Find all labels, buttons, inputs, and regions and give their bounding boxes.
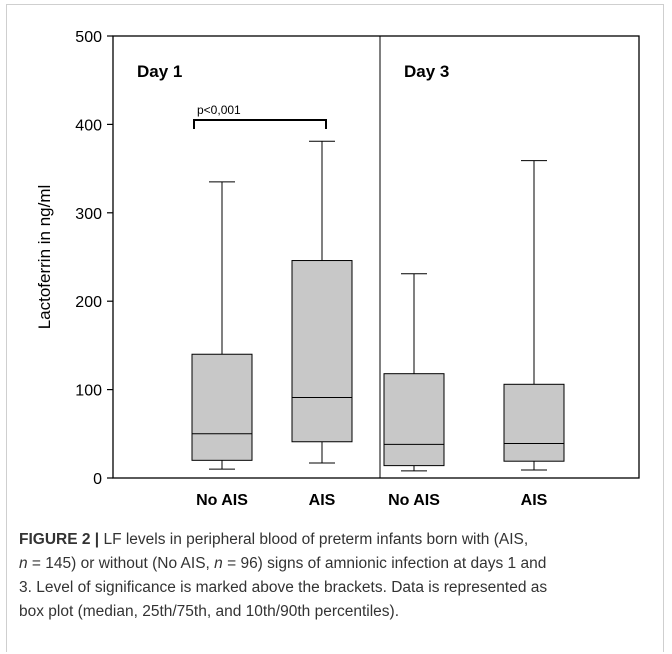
- x-category-label: AIS: [521, 492, 548, 509]
- y-tick-label: 500: [75, 29, 102, 46]
- y-tick-label: 200: [75, 294, 102, 311]
- significance-label: p<0,001: [197, 103, 241, 117]
- x-category-label: No AIS: [196, 492, 248, 509]
- panel-label-day-1: Day 1: [137, 62, 182, 81]
- figure-label: FIGURE 2 |: [19, 531, 100, 548]
- box: [191, 353, 253, 461]
- box: [503, 383, 565, 462]
- caption-line-1: FIGURE 2 | LF levels in peripheral blood…: [19, 528, 659, 552]
- x-category-label: AIS: [309, 492, 336, 509]
- caption-text-2b: = 96) signs of amnionic infection at day…: [222, 555, 547, 572]
- box-plot-chart: 0 100 200 300 400 500 Lactoferrin in ng/ml Day …: [35, 29, 640, 509]
- caption-n-symbol: n: [214, 555, 223, 572]
- x-category-label: No AIS: [388, 492, 440, 509]
- caption-text-1: LF levels in peripheral blood of preterm…: [99, 531, 529, 548]
- figure-caption: FIGURE 2 | LF levels in peripheral blood…: [19, 528, 659, 624]
- y-tick-label: 0: [93, 471, 102, 488]
- box: [383, 373, 445, 467]
- box: [291, 260, 353, 443]
- caption-n-symbol: n: [19, 555, 28, 572]
- y-axis-label: Lactoferrin in ng/ml: [35, 185, 54, 330]
- caption-line-2: n = 145) or without (No AIS, n = 96) sig…: [19, 552, 659, 576]
- plot-frame: [112, 35, 640, 479]
- y-tick-label: 400: [75, 117, 102, 134]
- caption-line-4: box plot (median, 25th/75th, and 10th/90…: [19, 603, 399, 620]
- panel-label-day-3: Day 3: [404, 62, 449, 81]
- figure-frame: [6, 4, 664, 652]
- y-tick-label: 100: [75, 383, 102, 400]
- caption-text-2a: = 145) or without (No AIS,: [27, 555, 215, 572]
- significance-bracket: [193, 118, 327, 129]
- caption-line-3: 3. Level of significance is marked above…: [19, 579, 548, 596]
- y-tick-label: 300: [75, 206, 102, 223]
